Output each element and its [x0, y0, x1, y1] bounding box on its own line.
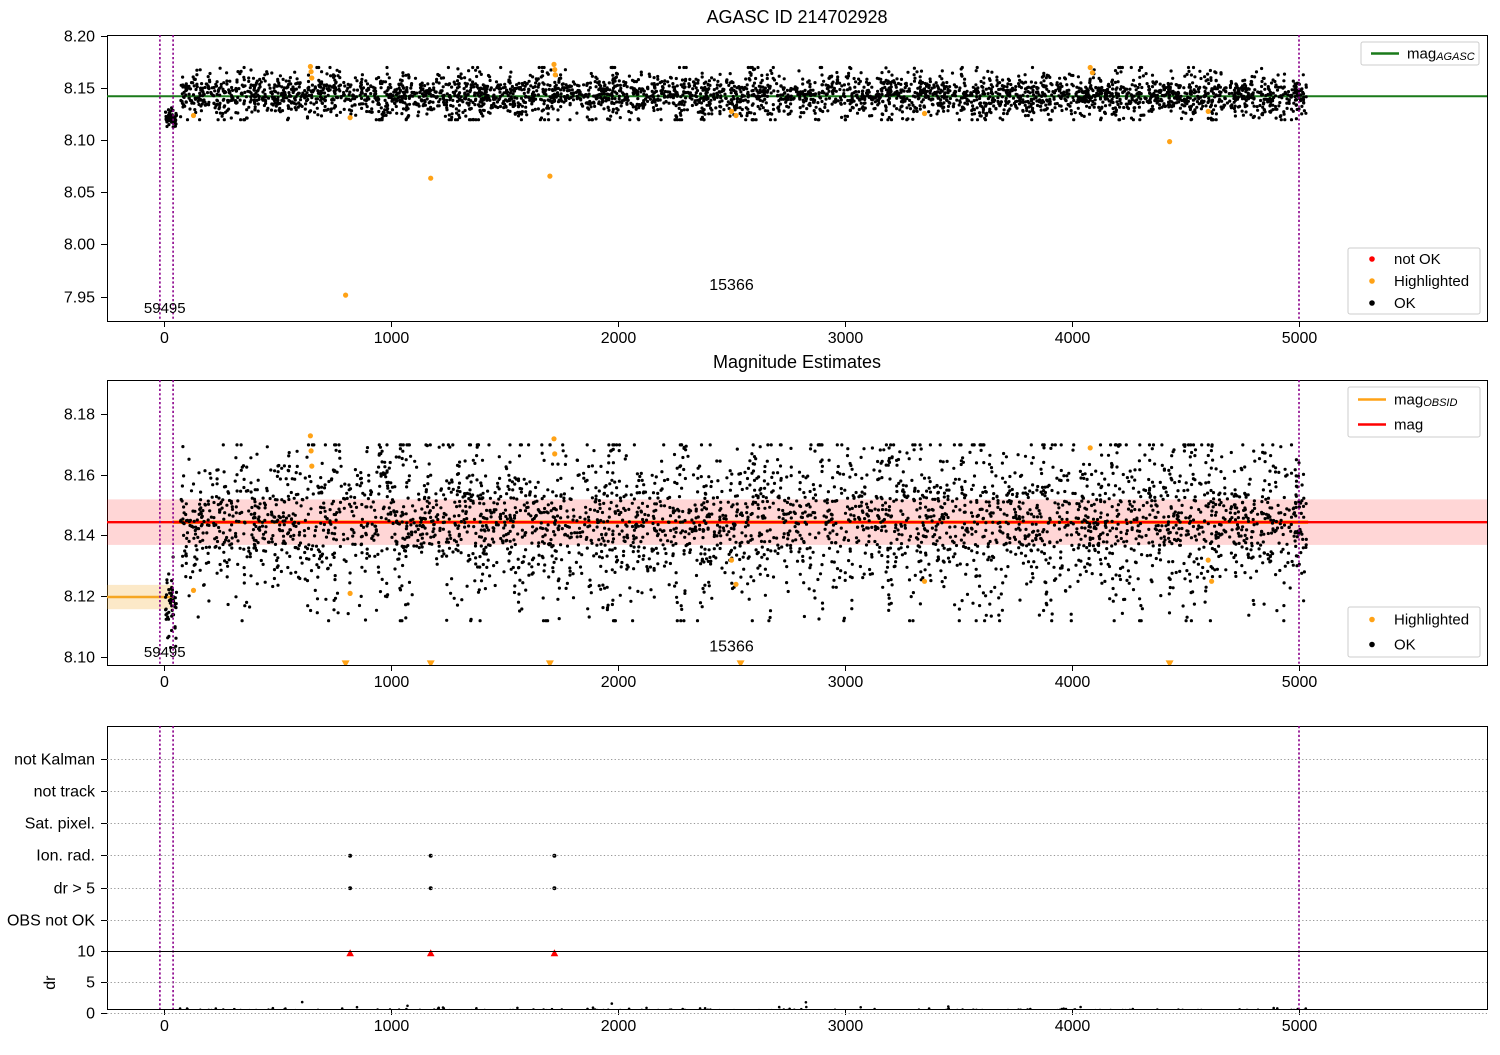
svg-text:2000: 2000	[601, 330, 637, 347]
svg-text:4000: 4000	[1055, 330, 1091, 347]
svg-text:8.05: 8.05	[64, 185, 95, 202]
svg-text:3000: 3000	[828, 330, 864, 347]
svg-text:Highlighted: Highlighted	[1394, 273, 1469, 290]
svg-text:5000: 5000	[1282, 330, 1318, 347]
svg-text:1000: 1000	[374, 330, 410, 347]
svg-text:8.10: 8.10	[64, 133, 95, 150]
svg-text:7.95: 7.95	[64, 290, 95, 307]
svg-text:Magnitude Estimates: Magnitude Estimates	[713, 352, 881, 372]
svg-text:15366: 15366	[709, 277, 754, 294]
svg-text:8.15: 8.15	[64, 81, 95, 98]
svg-text:not OK: not OK	[1394, 251, 1441, 268]
svg-text:OK: OK	[1394, 295, 1416, 312]
svg-text:59495: 59495	[144, 300, 186, 317]
svg-text:8.20: 8.20	[64, 29, 95, 46]
svg-text:AGASC ID 214702928: AGASC ID 214702928	[706, 7, 887, 27]
svg-text:8.00: 8.00	[64, 237, 95, 254]
svg-text:0: 0	[160, 330, 169, 347]
